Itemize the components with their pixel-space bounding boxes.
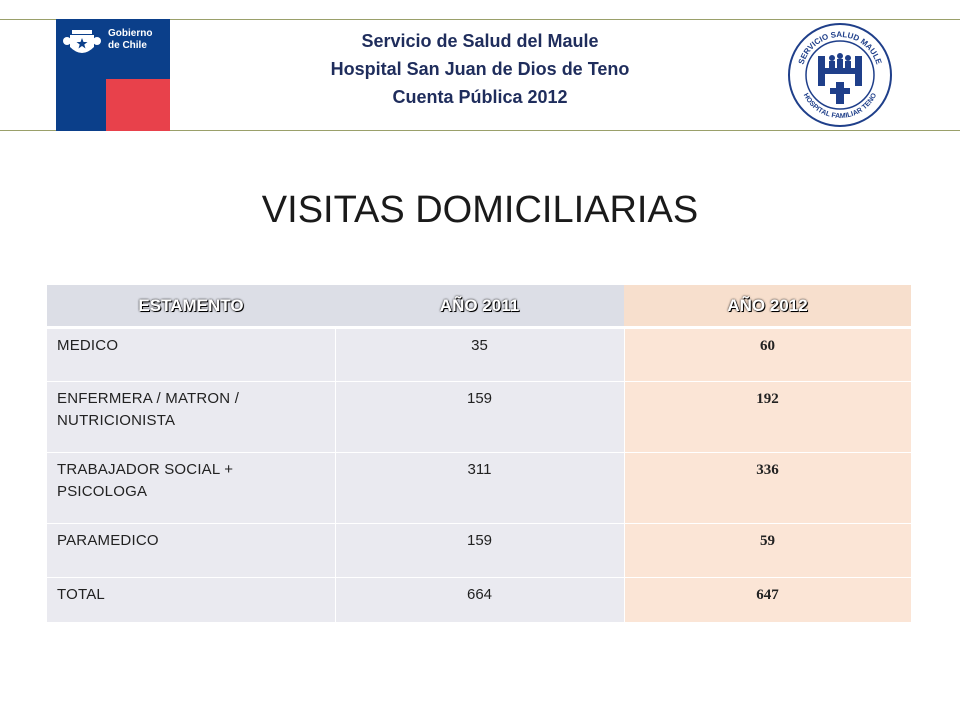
header-top-rule [0,19,960,20]
row-value-2012: 60 [624,327,912,382]
row-estamento: TOTAL [47,577,336,623]
column-header-estamento: ESTAMENTO [47,285,335,329]
coat-of-arms-icon [63,30,101,53]
visits-table: ESTAMENTO AÑO 2011 AÑO 2012 MEDICO 35 60… [47,285,912,623]
row-value-2012: 59 [624,523,912,578]
row-estamento: PARAMEDICO [47,523,336,578]
table-row: MEDICO 35 60 [47,327,912,382]
header-bottom-rule [0,130,960,131]
row-value-2011: 35 [335,327,625,382]
row-value-2011: 159 [335,381,625,453]
row-value-2011: 664 [335,577,625,623]
table-row-total: TOTAL 664 647 [47,577,912,623]
column-header-2011: AÑO 2011 [335,285,624,329]
gobierno-logo-text: Gobierno de Chile [108,28,153,51]
row-value-2012: 647 [624,577,912,623]
row-value-2012: 336 [624,452,912,524]
page-title: VISITAS DOMICILIARIAS [261,189,699,231]
table-row: PARAMEDICO 159 59 [47,523,912,578]
row-value-2012: 192 [624,381,912,453]
hospital-familiar-teno-logo: SERVICIO SALUD MAULE HOSPITAL FAMILIAR T… [788,23,892,127]
table-row: ENFERMERA / MATRON / NUTRICIONISTA 159 1… [47,381,912,453]
header-titles: Servicio de Salud del Maule Hospital San… [240,27,720,111]
row-value-2011: 311 [335,452,625,524]
header-line-service: Servicio de Salud del Maule [361,31,599,51]
row-value-2011: 159 [335,523,625,578]
column-header-2012: AÑO 2012 [624,285,911,329]
header-line-hospital: Hospital San Juan de Dios de Teno [330,59,630,79]
row-estamento: MEDICO [47,327,336,382]
table-header-row: ESTAMENTO AÑO 2011 AÑO 2012 [47,285,911,329]
header-line-report: Cuenta Pública 2012 [392,87,568,107]
table-row: TRABAJADOR SOCIAL + PSICOLOGA 311 336 [47,452,912,524]
row-estamento: TRABAJADOR SOCIAL + PSICOLOGA [47,452,336,524]
row-estamento: ENFERMERA / MATRON / NUTRICIONISTA [47,381,336,453]
gobierno-de-chile-logo: Gobierno de Chile [56,19,170,131]
